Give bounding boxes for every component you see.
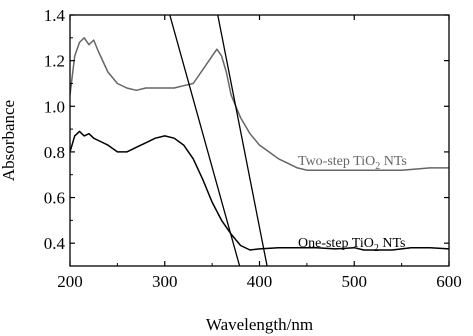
y-axis-title: Absorbance — [0, 100, 18, 181]
series-label-1: One-step TiO2 NTs — [298, 236, 406, 254]
series-line-0 — [70, 37, 449, 171]
y-tick-label: 0.4 — [44, 234, 66, 253]
x-tick-label: 600 — [436, 272, 462, 291]
y-tick-label: 0.6 — [44, 189, 65, 208]
x-tick-label: 500 — [342, 272, 368, 291]
y-tick-label: 1.2 — [44, 52, 65, 71]
tangent-line-0 — [169, 15, 241, 266]
x-tick-label: 200 — [57, 272, 83, 291]
series-labels: Two-step TiO2 NTs One-step TiO2 NTs — [298, 154, 407, 254]
x-tick-label: 300 — [152, 272, 178, 291]
y-tick-label: 1.4 — [44, 6, 66, 25]
y-tick-label: 0.8 — [44, 143, 65, 162]
y-tick-label: 1.0 — [44, 97, 65, 116]
x-tick-label: 400 — [247, 272, 273, 291]
tangent-line-1 — [217, 15, 268, 266]
x-axis-title: Wavelength/nm — [206, 315, 313, 334]
series-label-0: Two-step TiO2 NTs — [298, 154, 407, 172]
series-line-1 — [70, 130, 449, 251]
plot-data — [70, 15, 449, 266]
axis-ticks: 200 300 400 500 600 0.4 0.6 0.8 1.0 1.2 1.4 — [44, 6, 462, 291]
